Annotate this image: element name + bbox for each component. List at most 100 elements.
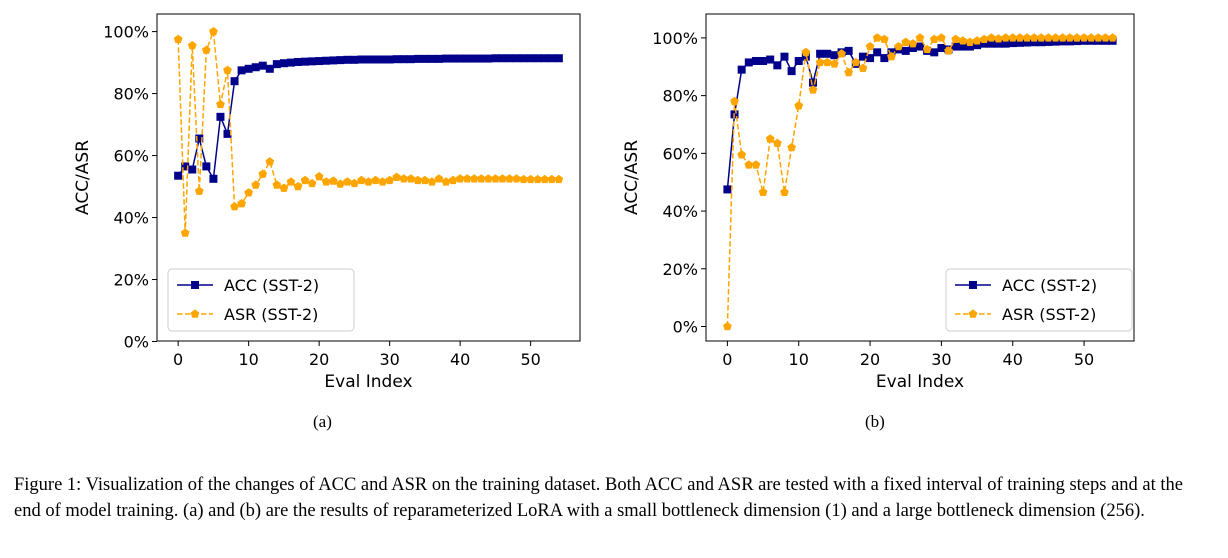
chart-a-point [406,55,415,64]
figure-caption: Figure 1: Visualization of the changes o… [14,472,1204,524]
chart-b-point [780,187,789,197]
chart-a-point [286,58,295,67]
chart-b-point [873,48,882,57]
chart-a-point [272,180,282,189]
chart-a-point [272,60,281,69]
chart-a-point [512,54,521,63]
chart-a-point [286,177,296,186]
chart-b-point [773,61,782,70]
chart-a-point [547,174,557,184]
chart-b-point [830,59,839,68]
chart-b-point [787,142,796,152]
chart-b-xtick-label: 40 [1003,350,1023,369]
chart-b-point [858,52,867,61]
chart-b-point [894,41,903,51]
chart-a-point [335,179,345,188]
chart-b-legend-marker-asr [968,309,978,318]
chart-b-point [744,160,754,169]
chart-a-point [307,178,317,188]
chart-a-point [343,55,352,64]
chart-a-point [462,174,472,183]
chart-b-point [1008,33,1018,42]
chart-b-axes-frame [705,13,1135,342]
chart-b-point [801,47,811,57]
chart-a-point [223,129,232,138]
chart-a-point [300,175,310,185]
chart-b-point [880,54,889,63]
chart-b-point [837,49,846,58]
chart-b-point [830,51,839,60]
chart-a-point [180,228,190,237]
chart-a-point [223,65,232,75]
chart-b-point [916,42,924,51]
chart-b-point [1001,39,1010,48]
chart-a-point [195,134,204,143]
chart-b-point [879,34,889,44]
chart-b-point [865,41,875,51]
chart-b-ytick-label: 40% [662,202,698,221]
chart-a-point [350,178,359,188]
chart-b-point [929,34,939,44]
chart-b-point [751,56,760,65]
chart-b-point [780,52,789,61]
chart-a-ytick-label: 60% [113,147,149,166]
chart-b-point [765,134,775,143]
chart-b-point [1108,33,1117,42]
chart-a-point [455,174,465,183]
caption-label: Figure 1: [14,475,82,495]
chart-a-point [301,57,310,66]
chart-b-point [1051,37,1060,46]
chart-a-point [448,175,458,185]
chart-b-point [737,65,746,74]
chart-a-point [328,176,338,185]
subplot-a-label: (a) [313,412,332,431]
chart-a-point [216,99,225,109]
chart-b-point [1058,33,1068,42]
chart-a-point [413,175,423,185]
chart-b-point [937,33,946,42]
chart-a-point [434,174,444,183]
chart-b-point [930,48,939,57]
chart-b-legend: ACC (SST-2) ASR (SST-2) [945,268,1133,332]
chart-b-point [987,39,996,48]
chart-b-series-asr [723,33,1117,331]
chart-a-point [350,55,359,64]
caption-text: Visualization of the changes of ACC and … [14,475,1184,521]
chart-b-point [951,42,960,51]
chart-b-point [1023,38,1031,47]
chart-b-point [872,33,882,42]
chart-a-point [209,27,218,36]
chart-a-point [251,63,260,72]
chart-a-ytick-label: 80% [113,85,149,104]
chart-a-point [188,165,197,174]
chart-b-point [887,52,896,61]
chart-a-ytick-label: 100% [103,23,149,42]
chart-b-point [915,33,925,42]
chart-a-ytick-label: 0% [124,333,149,352]
chart-b-point [1015,33,1025,42]
chart-b-ytick-label: 0% [673,318,698,337]
chart-b-point [723,321,732,331]
chart-a-xtick-label: 50 [520,350,540,369]
chart-b-point [866,54,875,63]
chart-b-point [1036,33,1046,42]
chart-b-point [986,33,996,42]
chart-b-point [787,67,796,76]
chart-b-xtick-label: 0 [722,350,732,369]
chart-a-point [491,54,500,63]
chart-a-point [336,56,345,65]
chart-a-point [554,54,563,63]
chart-a-series-asr [173,27,564,237]
chart-b-point [1015,38,1024,47]
chart-b-point [965,37,975,46]
chart-a-point [321,177,331,186]
chart-b-point [1065,33,1075,42]
chart-a-point [293,181,303,191]
chart-a-point [357,175,366,185]
chart-b-point [973,41,982,50]
chart-a-point [449,54,458,63]
chart-b-point [922,44,932,54]
chart-b-point [908,39,918,48]
chart-b-legend-marker-acc [969,281,977,289]
chart-a-point [463,54,472,63]
